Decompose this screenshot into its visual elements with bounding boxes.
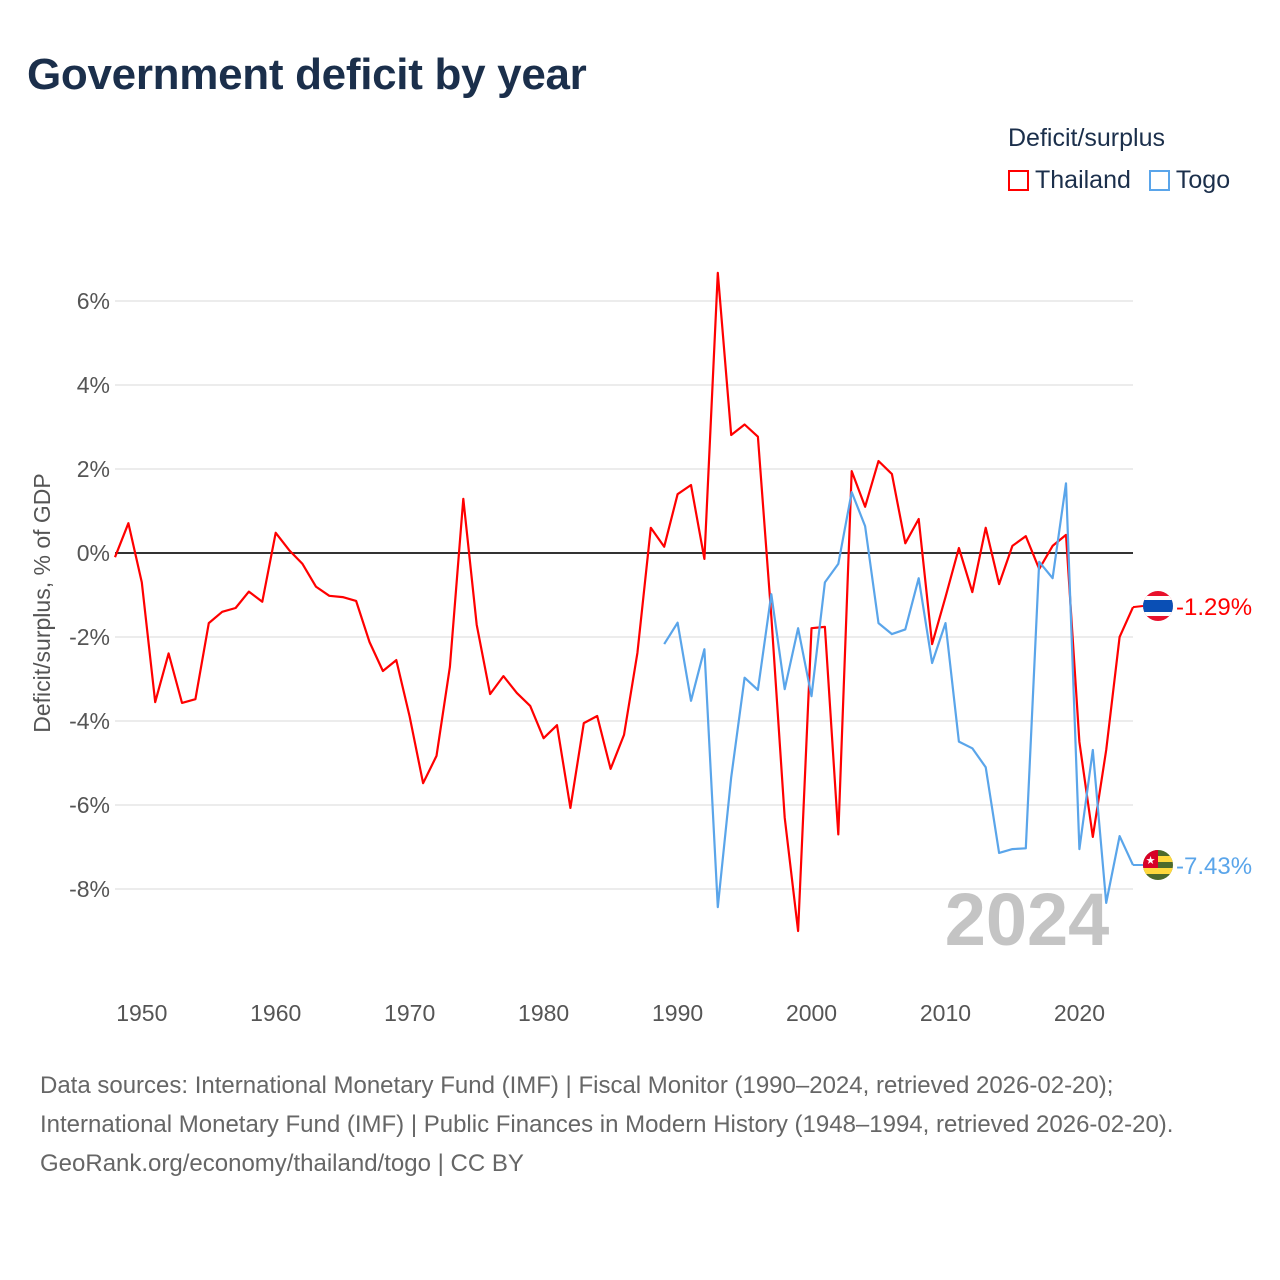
y-tick-label: 6% (77, 288, 110, 314)
x-tick-label: 1990 (652, 1000, 703, 1026)
x-tick-label: 2000 (786, 1000, 837, 1026)
y-tick-label: 4% (77, 372, 110, 398)
legend: Thailand Togo (1008, 166, 1230, 195)
legend-label-thailand: Thailand (1035, 166, 1131, 194)
end-value-label-togo: -7.43% (1176, 853, 1252, 880)
y-tick-label: -8% (69, 876, 110, 902)
gridlines (115, 300, 1133, 890)
end-connector (1132, 605, 1144, 609)
svg-text:★: ★ (1146, 855, 1156, 867)
series-line-togo[interactable] (663, 482, 1134, 909)
x-tick-label: 2020 (1054, 1000, 1105, 1026)
legend-label-togo: Togo (1175, 166, 1231, 194)
year-watermark: 2024 (945, 878, 1110, 961)
credit-link[interactable]: GeoRank.org/economy/thailand/togo | CC B… (40, 1150, 524, 1177)
legend-item-thailand[interactable]: Thailand (1008, 166, 1131, 195)
y-tick-label: -6% (69, 792, 110, 818)
x-tick-label: 1980 (518, 1000, 569, 1026)
data-sources: Data sources: International Monetary Fun… (40, 1072, 1174, 1138)
x-tick-label: 1960 (250, 1000, 301, 1026)
x-tick-label: 1950 (116, 1000, 167, 1026)
end-value-label-thailand: -1.29% (1176, 594, 1252, 621)
legend-swatch-togo (1148, 170, 1170, 191)
y-axis-label: Deficit/surplus, % of GDP (29, 473, 55, 732)
page-title: Government deficit by year (27, 50, 587, 99)
y-tick-label: 2% (77, 456, 110, 482)
legend-title: Deficit/surplus (1008, 124, 1165, 152)
x-tick-label: 2010 (920, 1000, 971, 1026)
y-tick-label: -4% (69, 708, 110, 734)
x-tick-label: 1970 (384, 1000, 435, 1026)
legend-swatch-thailand (1008, 170, 1029, 191)
y-tick-label: -2% (69, 624, 110, 650)
footer: Data sources: International Monetary Fun… (40, 1066, 1240, 1183)
y-tick-label: 0% (77, 540, 110, 566)
thailand-flag-icon (1143, 591, 1173, 621)
end-labels: -1.29% -7.43% (1132, 594, 1252, 880)
series-lines (113, 271, 1135, 933)
line-chart: 2024 6%4%2%0%-2%-4%-6%-8% 1950 1960 1970 19… (29, 271, 1252, 1026)
x-axis-ticks: 1950 1960 1970 1980 1990 2000 2010 2020 (116, 1000, 1105, 1026)
y-axis-ticks: 6% 4% 2% 0% -2% -4% -6% -8% (69, 288, 110, 902)
series-line-thailand[interactable] (113, 271, 1135, 933)
legend-item-togo[interactable]: Togo (1148, 166, 1231, 195)
togo-flag-icon: ★ (1143, 850, 1173, 880)
